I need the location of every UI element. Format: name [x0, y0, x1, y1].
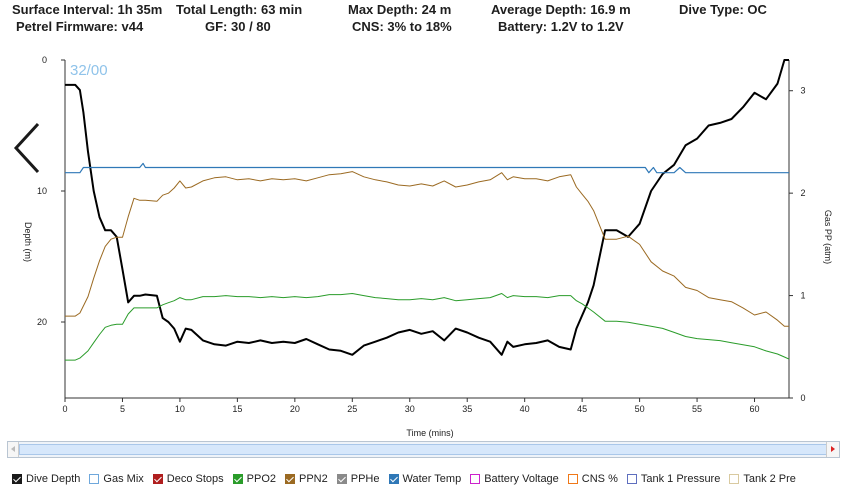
legend-checkbox[interactable] — [626, 474, 637, 484]
legend-checkbox[interactable] — [336, 474, 347, 484]
y-left-tick-label: 20 — [37, 317, 47, 327]
dive-stats-header: Surface Interval: 1h 35m Petrel Firmware… — [0, 0, 845, 38]
legend-checkbox[interactable] — [152, 474, 163, 484]
chevron-left-icon — [13, 122, 40, 174]
y-left-tick-label: 10 — [37, 186, 47, 196]
legend-checkbox[interactable] — [285, 474, 295, 484]
legend-item-water-temp[interactable]: Water Temp — [388, 473, 462, 485]
y-axis-left-label: Depth (m) — [23, 222, 33, 262]
legend-item-pphe[interactable]: PPHe — [336, 473, 380, 485]
legend-checkbox[interactable] — [388, 474, 399, 484]
x-tick-label: 5 — [120, 404, 125, 414]
legend-item-tank-1-pressure[interactable]: Tank 1 Pressure — [626, 473, 721, 485]
x-tick-label: 55 — [692, 404, 702, 414]
previous-dive-button[interactable] — [8, 118, 48, 178]
scrollbar-thumb[interactable] — [19, 444, 829, 455]
legend-label: Deco Stops — [166, 473, 224, 485]
legend-label: Dive Depth — [26, 473, 81, 485]
x-tick-label: 45 — [577, 404, 587, 414]
x-tick-label: 30 — [405, 404, 415, 414]
total-length: Total Length: 63 min — [176, 2, 303, 17]
battery-range: Battery: 1.2V to 1.2V — [498, 19, 624, 34]
legend-checkbox[interactable] — [89, 474, 100, 484]
gas-mix-label: 32/00 — [70, 62, 108, 79]
x-tick-label: 60 — [750, 404, 760, 414]
legend-label: Water Temp — [402, 473, 462, 485]
ppo2-series-line — [65, 293, 790, 361]
legend-label: Tank 2 Pre — [743, 473, 796, 485]
legend-label: PPHe — [350, 473, 380, 485]
firmware-version: Petrel Firmware: v44 — [16, 19, 144, 34]
legend-item-ppo2[interactable]: PPO2 — [232, 473, 276, 485]
x-tick-label: 15 — [232, 404, 242, 414]
x-axis-label: Time (mins) — [406, 428, 454, 438]
legend-checkbox[interactable] — [729, 474, 740, 484]
x-tick-label: 0 — [62, 404, 67, 414]
x-tick-label: 20 — [290, 404, 300, 414]
y-axis-right-label: Gas PP (atm) — [823, 210, 833, 264]
legend-item-dive-depth[interactable]: Dive Depth — [12, 473, 80, 485]
legend-label: PPN2 — [299, 473, 328, 485]
scroll-right-arrow-icon[interactable] — [826, 442, 839, 457]
x-tick-label: 35 — [462, 404, 472, 414]
ppn2-series-line — [65, 171, 789, 327]
surface-interval: Surface Interval: 1h 35m — [12, 2, 163, 17]
y-right-tick-label: 1 — [800, 291, 805, 301]
y-right-tick-label: 3 — [800, 86, 805, 96]
x-tick-label: 40 — [520, 404, 530, 414]
chart-legend: Dive Depth Gas Mix Deco Stops PPO2 PPN2 PPHe W… — [12, 471, 805, 487]
chart-scrollbar[interactable] — [7, 441, 840, 458]
legend-label: Gas Mix — [103, 473, 144, 485]
legend-label: Battery Voltage — [484, 473, 559, 485]
max-depth: Max Depth: 24 m — [348, 2, 452, 17]
legend-checkbox[interactable] — [470, 474, 481, 484]
legend-label: PPO2 — [246, 473, 276, 485]
average-depth: Average Depth: 16.9 m — [491, 2, 631, 17]
dive-depth-series-line — [65, 59, 789, 356]
legend-item-battery-voltage[interactable]: Battery Voltage — [470, 473, 559, 485]
dive-type: Dive Type: OC — [679, 2, 767, 17]
scroll-left-arrow-icon[interactable] — [8, 442, 19, 457]
legend-item-tank-2-pre[interactable]: Tank 2 Pre — [729, 473, 796, 485]
legend-item-deco-stops[interactable]: Deco Stops — [152, 473, 224, 485]
legend-item-gas-mix[interactable]: Gas Mix — [89, 473, 144, 485]
cns-range: CNS: 3% to 18% — [352, 19, 452, 34]
legend-checkbox[interactable] — [12, 474, 22, 484]
water-temp-series-line — [65, 162, 789, 174]
y-right-tick-label: 0 — [800, 393, 805, 403]
legend-label: CNS % — [581, 473, 618, 485]
y-right-tick-label: 2 — [800, 188, 805, 198]
legend-checkbox[interactable] — [567, 474, 578, 484]
x-tick-label: 25 — [347, 404, 357, 414]
y-left-tick-label: 0 — [42, 55, 47, 65]
legend-item-ppn2[interactable]: PPN2 — [285, 473, 328, 485]
x-tick-label: 50 — [635, 404, 645, 414]
x-tick-label: 10 — [175, 404, 185, 414]
legend-label: Tank 1 Pressure — [640, 473, 721, 485]
legend-checkbox[interactable] — [232, 474, 243, 484]
legend-item-cns[interactable]: CNS % — [567, 473, 618, 485]
gradient-factors: GF: 30 / 80 — [205, 19, 271, 34]
